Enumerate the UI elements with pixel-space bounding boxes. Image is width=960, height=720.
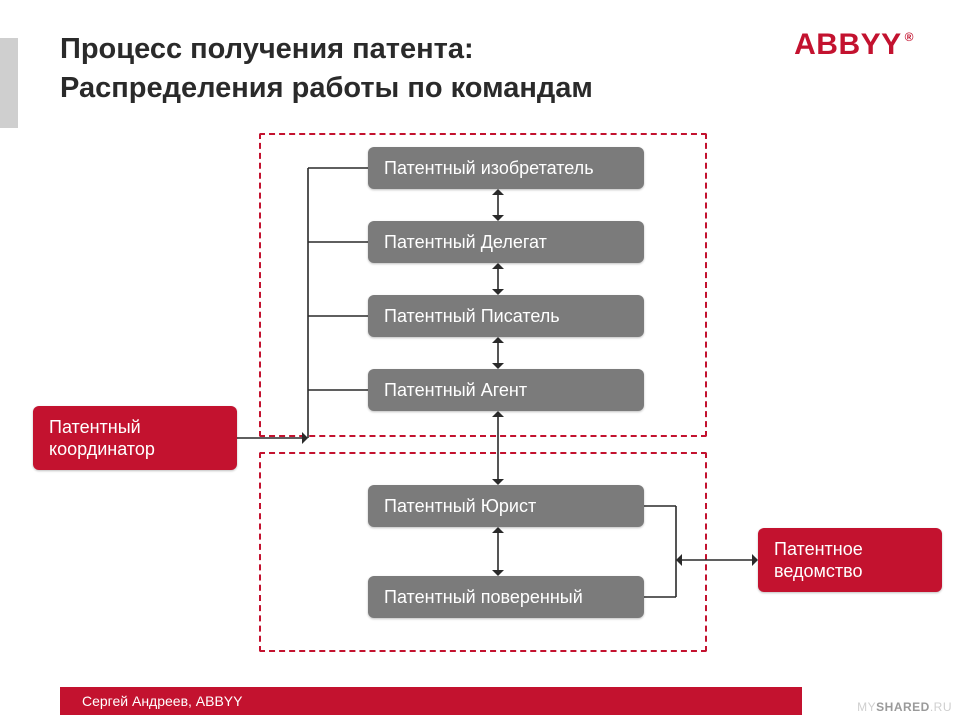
role-box-attorney: Патентный поверенный xyxy=(368,576,644,618)
page-title: Процесс получения патента: Распределения… xyxy=(60,30,780,108)
watermark-prefix: MY xyxy=(857,700,876,714)
left-accent-tab xyxy=(0,38,18,128)
role-label: Патентный поверенный xyxy=(384,587,583,608)
coordinator-label: Патентный координатор xyxy=(49,416,155,461)
role-box-agent: Патентный Агент xyxy=(368,369,644,411)
role-label: Патентный Делегат xyxy=(384,232,547,253)
watermark-suffix: .RU xyxy=(930,700,952,714)
role-label: Патентный Писатель xyxy=(384,306,560,327)
role-label: Патентный Агент xyxy=(384,380,527,401)
watermark: MYSHARED.RU xyxy=(857,700,952,714)
role-box-inventor: Патентный изобретатель xyxy=(368,147,644,189)
slide: Процесс получения патента: Распределения… xyxy=(0,0,960,720)
footer-bar: Сергей Андреев, ABBYY xyxy=(60,687,802,715)
patent-office-label: Патентное ведомство xyxy=(774,538,863,583)
coordinator-box: Патентный координатор xyxy=(33,406,237,470)
brand-logo-text: ABBYY xyxy=(794,28,902,62)
role-box-lawyer: Патентный Юрист xyxy=(368,485,644,527)
role-label: Патентный Юрист xyxy=(384,496,536,517)
group-frame-bottom xyxy=(259,452,707,652)
brand-logo: ABBYY ® xyxy=(794,28,914,62)
role-label: Патентный изобретатель xyxy=(384,158,594,179)
patent-office-box: Патентное ведомство xyxy=(758,528,942,592)
watermark-strong: SHARED xyxy=(876,700,930,714)
registered-mark-icon: ® xyxy=(905,30,914,44)
footer-text: Сергей Андреев, ABBYY xyxy=(82,693,242,709)
role-box-delegate: Патентный Делегат xyxy=(368,221,644,263)
role-box-writer: Патентный Писатель xyxy=(368,295,644,337)
